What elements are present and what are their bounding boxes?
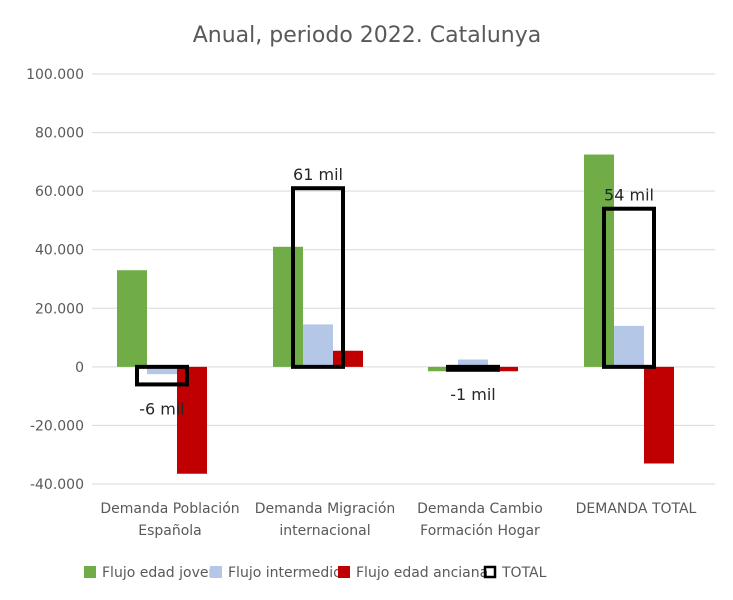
legend-swatch xyxy=(210,566,222,578)
legend-swatch xyxy=(483,565,497,579)
y-tick-label: 100.000 xyxy=(26,67,84,83)
bar-flujo-edad-joven xyxy=(273,246,303,367)
bar-flujo-edad-joven xyxy=(428,366,458,372)
bar-flujo-intermedio xyxy=(147,366,177,375)
bar-flujo-edad-anciana xyxy=(488,366,518,372)
y-tick-label: -20.000 xyxy=(30,418,84,434)
legend-swatch xyxy=(84,566,96,578)
total-bar xyxy=(135,364,189,387)
total-bar xyxy=(291,186,345,369)
y-tick-label: 0 xyxy=(75,360,84,376)
chart-title: Anual, periodo 2022. Catalunya xyxy=(193,23,541,48)
legend-label: Flujo edad anciana xyxy=(356,565,488,581)
data-label: -6 mil xyxy=(139,399,185,418)
data-label: 61 mil xyxy=(293,165,343,184)
total-bar xyxy=(602,206,656,369)
bar-flujo-edad-anciana xyxy=(644,366,674,464)
category-label: Demanda Población xyxy=(100,501,239,517)
legend-label: TOTAL xyxy=(501,565,547,581)
category-label: DEMANDA TOTAL xyxy=(576,501,697,517)
category-label: internacional xyxy=(279,523,370,539)
legend-swatch xyxy=(338,566,350,578)
category-label: Española xyxy=(138,523,202,539)
category-label: Demanda Cambio xyxy=(417,501,543,517)
category-label: Formación Hogar xyxy=(420,523,540,539)
bar-flujo-intermedio xyxy=(458,359,488,367)
y-tick-label: 20.000 xyxy=(35,301,84,317)
bar-flujo-edad-joven xyxy=(584,154,614,367)
bar-flujo-edad-joven xyxy=(117,270,147,367)
legend-label: Flujo intermedio xyxy=(228,565,342,581)
data-label: 54 mil xyxy=(604,186,654,205)
category-label: Demanda Migración xyxy=(255,501,396,517)
y-tick-label: 40.000 xyxy=(35,243,84,259)
y-tick-label: -40.000 xyxy=(30,477,84,493)
y-tick-label: 80.000 xyxy=(35,126,84,142)
legend-label: Flujo edad joven xyxy=(102,565,217,581)
bar-flujo-intermedio xyxy=(614,325,644,367)
y-tick-label: 60.000 xyxy=(35,184,84,200)
data-label: -1 mil xyxy=(450,385,496,404)
bar-flujo-intermedio xyxy=(303,324,333,367)
bar-flujo-edad-anciana xyxy=(333,350,363,367)
total-bar xyxy=(446,364,500,372)
